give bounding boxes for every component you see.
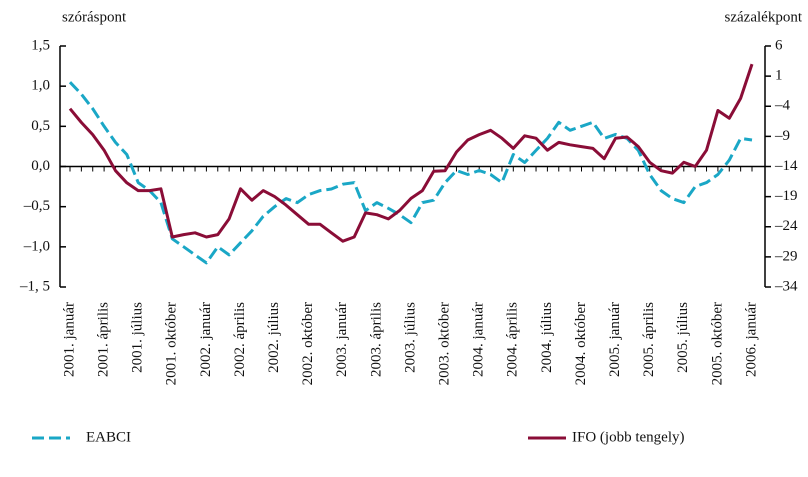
x-tick-label: 2005. október	[709, 302, 725, 385]
line-1	[68, 63, 754, 243]
y-tick-label: –1, 5	[19, 278, 50, 294]
y2-tick-label: –24	[774, 218, 798, 234]
y2-tick-label: –29	[774, 248, 798, 264]
y2-axis-title: százalékpont	[725, 9, 803, 25]
y2-tick-label: –4	[774, 98, 791, 114]
legend-label: EABCI	[86, 429, 131, 445]
x-tick-label: 2003. április	[368, 302, 384, 377]
x-tick-label: 2003. július	[402, 302, 418, 373]
x-tick-label: 2004. október	[573, 302, 589, 385]
x-tick-label: 2002. július	[266, 302, 282, 373]
x-tick-label: 2005. április	[641, 302, 657, 377]
x-tick-label: 2004. április	[505, 302, 521, 377]
y-tick-label: 0,0	[31, 158, 50, 174]
y2-tick-label: –9	[774, 128, 790, 144]
x-tick-label: 2002. április	[232, 302, 248, 377]
y2-tick-label: –14	[774, 158, 798, 174]
x-tick-label: 2004. július	[539, 302, 555, 373]
line-0	[68, 81, 753, 265]
y2-tick-label: –34	[774, 278, 798, 294]
x-tick-label: 2005. július	[675, 302, 691, 373]
legend-label: IFO (jobb tengely)	[572, 429, 684, 445]
x-tick-label: 2001. április	[96, 302, 112, 377]
y-tick-label: 0,5	[31, 118, 50, 134]
x-tick-label: 2003. október	[437, 302, 453, 385]
x-tick-label: 2001. július	[130, 302, 146, 373]
y-tick-label: –0,5	[23, 198, 50, 214]
y-tick-label: 1,0	[31, 78, 50, 94]
y2-tick-label: 6	[775, 37, 783, 53]
x-tick-label: 2005. január	[607, 302, 623, 377]
x-tick-label: 2004. január	[471, 302, 487, 377]
x-tick-label: 2002. október	[300, 302, 316, 385]
x-tick-label: 2001. október	[164, 302, 180, 385]
y-tick-label: –1,0	[23, 238, 50, 254]
x-tick-label: 2003. január	[334, 302, 350, 377]
y-axis-title: szóráspont	[62, 9, 127, 25]
y2-tick-label: 1	[775, 68, 783, 84]
x-tick-label: 2002. január	[198, 302, 214, 377]
y-tick-label: 1,5	[31, 37, 50, 53]
x-tick-label: 2001. január	[61, 302, 77, 377]
y2-tick-label: –19	[774, 188, 798, 204]
x-tick-label: 2006. január	[743, 302, 759, 377]
